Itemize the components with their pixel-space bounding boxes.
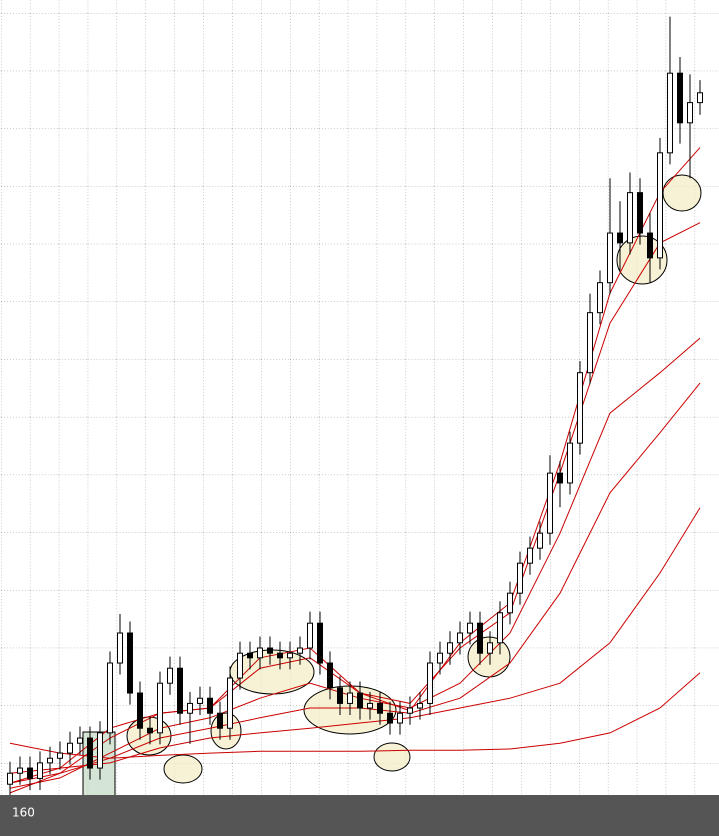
- candle-body: [667, 72, 673, 154]
- candle-body: [547, 472, 553, 534]
- moving-average: [9, 507, 701, 774]
- ellipse: [373, 742, 411, 772]
- candle-body: [347, 692, 353, 704]
- ellipse: [163, 754, 203, 784]
- candle-body: [587, 312, 593, 374]
- candle-body: [337, 687, 343, 704]
- candle-body: [237, 652, 243, 679]
- candle-body: [217, 712, 223, 729]
- candle-body: [267, 647, 273, 654]
- candle-body: [427, 662, 433, 704]
- candle-body: [507, 592, 513, 614]
- candle-body: [27, 767, 33, 779]
- candle-body: [447, 642, 453, 654]
- candle-body: [17, 767, 23, 774]
- candle-body: [597, 282, 603, 314]
- candle-body: [687, 102, 693, 124]
- moving-average: [9, 672, 701, 759]
- candle-body: [227, 677, 233, 729]
- candle-body: [537, 532, 543, 549]
- axis-bar: [0, 795, 719, 836]
- candle-body: [557, 472, 563, 484]
- candle-body: [157, 682, 163, 734]
- candle-body: [137, 692, 143, 729]
- candle-body: [37, 762, 43, 779]
- candle-body: [77, 737, 83, 744]
- candle-body: [617, 232, 623, 244]
- candle-body: [167, 667, 173, 684]
- candle-body: [377, 702, 383, 714]
- candle-body: [317, 622, 323, 664]
- ellipse: [662, 174, 702, 212]
- candle-body: [697, 92, 703, 104]
- candle-body: [257, 647, 263, 659]
- candle-body: [57, 752, 63, 759]
- ellipse: [126, 716, 172, 756]
- candle-body: [117, 632, 123, 664]
- candle-body: [607, 232, 613, 284]
- candle-body: [327, 662, 333, 689]
- candle-body: [287, 652, 293, 659]
- candle-body: [197, 697, 203, 704]
- candle-body: [657, 152, 663, 259]
- candle-body: [127, 632, 133, 694]
- candle-body: [487, 642, 493, 654]
- candle-body: [357, 692, 363, 709]
- candle-body: [417, 702, 423, 709]
- candle-body: [527, 547, 533, 564]
- candle-body: [87, 737, 93, 769]
- candle-body: [47, 757, 53, 764]
- candle-body: [67, 742, 73, 754]
- candle-body: [367, 702, 373, 709]
- candle-body: [437, 652, 443, 664]
- candle-body: [277, 652, 283, 659]
- candle-body: [297, 647, 303, 654]
- candle-body: [397, 712, 403, 724]
- candle-body: [307, 622, 313, 649]
- candle-body: [187, 702, 193, 714]
- candle-body: [457, 632, 463, 644]
- y-tick-label: 160: [12, 806, 35, 820]
- candle-body: [107, 662, 113, 734]
- candle-body: [407, 707, 413, 714]
- candle-body: [467, 622, 473, 634]
- candle-body: [97, 732, 103, 769]
- candle-body: [577, 372, 583, 444]
- candle-body: [387, 712, 393, 724]
- candle-body: [567, 442, 573, 484]
- candle-body: [177, 667, 183, 714]
- candle-body: [247, 652, 253, 659]
- candle-body: [517, 562, 523, 594]
- candle-body: [497, 612, 503, 644]
- candle-body: [637, 192, 643, 234]
- ellipse: [210, 712, 242, 750]
- candle-body: [147, 727, 153, 734]
- candle-body: [677, 72, 683, 124]
- candle-body: [7, 772, 13, 785]
- candle-body: [207, 697, 213, 714]
- candle-body: [647, 232, 653, 259]
- candle-body: [477, 622, 483, 654]
- candle-body: [627, 192, 633, 244]
